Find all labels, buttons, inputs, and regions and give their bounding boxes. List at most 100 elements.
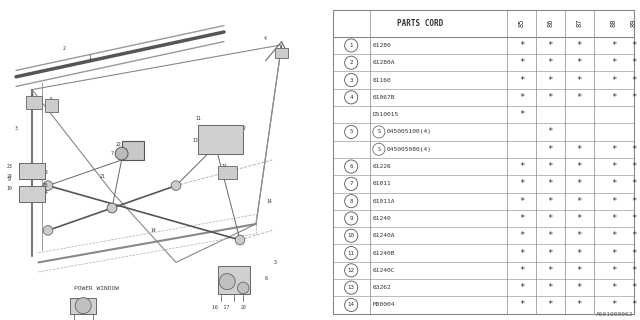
Text: *: *: [611, 300, 616, 309]
Text: *: *: [631, 300, 636, 309]
Circle shape: [172, 181, 181, 190]
Text: *: *: [577, 197, 582, 206]
Bar: [26, 96, 42, 109]
Circle shape: [44, 226, 52, 235]
Text: 12: 12: [348, 268, 355, 273]
Text: 88: 88: [611, 19, 616, 28]
Text: *: *: [519, 162, 524, 171]
Text: *: *: [631, 58, 636, 67]
Circle shape: [115, 147, 128, 160]
Circle shape: [76, 298, 92, 314]
Text: *: *: [577, 41, 582, 50]
Text: *: *: [548, 231, 553, 240]
Text: *: *: [577, 93, 582, 102]
Text: 2: 2: [349, 60, 353, 65]
Circle shape: [236, 235, 245, 245]
Text: 61240: 61240: [372, 216, 392, 221]
Text: 61226: 61226: [372, 164, 392, 169]
Text: *: *: [631, 197, 636, 206]
Text: *: *: [631, 179, 636, 188]
Text: *: *: [631, 214, 636, 223]
Text: 61011: 61011: [372, 181, 392, 186]
Bar: [218, 266, 250, 294]
Bar: [198, 125, 243, 154]
Text: *: *: [519, 41, 524, 50]
Text: *: *: [519, 266, 524, 275]
Text: *: *: [611, 58, 616, 67]
Text: *: *: [548, 41, 553, 50]
Text: *: *: [577, 179, 582, 188]
Text: *: *: [519, 93, 524, 102]
Text: *: *: [611, 76, 616, 84]
Text: 5: 5: [280, 45, 283, 51]
Text: *: *: [577, 300, 582, 309]
Text: *: *: [577, 58, 582, 67]
Bar: [218, 166, 237, 179]
Text: *: *: [611, 231, 616, 240]
Text: *: *: [577, 283, 582, 292]
Text: 3: 3: [15, 125, 17, 131]
Text: 14: 14: [151, 228, 156, 233]
Text: 15: 15: [42, 183, 47, 188]
Text: 61240C: 61240C: [372, 268, 396, 273]
Text: *: *: [548, 249, 553, 258]
Text: 61280A: 61280A: [372, 60, 396, 65]
Circle shape: [108, 203, 116, 213]
Text: 21: 21: [100, 173, 105, 179]
Text: *: *: [577, 145, 582, 154]
Text: *: *: [548, 127, 553, 136]
Text: 7: 7: [111, 151, 113, 156]
Text: 61067B: 61067B: [372, 95, 396, 100]
Text: 1: 1: [349, 43, 353, 48]
Text: A601000062: A601000062: [596, 312, 634, 317]
Text: *: *: [631, 266, 636, 275]
Text: 4: 4: [349, 95, 353, 100]
Text: *: *: [611, 214, 616, 223]
Circle shape: [44, 181, 52, 190]
Text: *: *: [548, 58, 553, 67]
Text: 61160: 61160: [372, 77, 392, 83]
Circle shape: [108, 203, 116, 213]
Text: *: *: [519, 283, 524, 292]
Text: POWER WINDOW: POWER WINDOW: [74, 285, 118, 291]
Text: *: *: [519, 197, 524, 206]
Text: 1: 1: [88, 55, 91, 60]
Bar: [19, 163, 45, 179]
Text: 9: 9: [8, 177, 11, 182]
Text: 61240A: 61240A: [372, 233, 396, 238]
Text: 13: 13: [42, 170, 47, 175]
Text: *: *: [577, 249, 582, 258]
Text: *: *: [548, 283, 553, 292]
Text: PARTS CORD: PARTS CORD: [397, 19, 443, 28]
Text: 2: 2: [63, 45, 65, 51]
Bar: [122, 141, 144, 160]
Text: *: *: [611, 249, 616, 258]
Text: 13: 13: [348, 285, 355, 290]
Text: 10: 10: [7, 186, 12, 191]
Text: 3: 3: [349, 77, 353, 83]
Text: *: *: [577, 266, 582, 275]
Text: *: *: [631, 162, 636, 171]
Text: *: *: [631, 41, 636, 50]
Text: 23: 23: [7, 164, 12, 169]
Text: *: *: [577, 231, 582, 240]
Text: 12: 12: [241, 125, 246, 131]
Text: 15: 15: [228, 151, 233, 156]
Text: 10: 10: [348, 233, 355, 238]
Text: *: *: [611, 283, 616, 292]
Text: 7: 7: [349, 181, 353, 186]
Bar: [19, 186, 45, 202]
Text: 61011A: 61011A: [372, 199, 396, 204]
Text: *: *: [548, 197, 553, 206]
Text: *: *: [611, 145, 616, 154]
Text: 86: 86: [547, 19, 554, 28]
Text: 14: 14: [348, 302, 355, 308]
Text: *: *: [611, 162, 616, 171]
Bar: [275, 48, 288, 58]
Text: 24: 24: [7, 173, 12, 179]
Text: *: *: [631, 249, 636, 258]
Text: 5: 5: [349, 130, 353, 134]
Text: *: *: [548, 266, 553, 275]
Text: 89: 89: [630, 19, 637, 28]
Text: *: *: [611, 197, 616, 206]
